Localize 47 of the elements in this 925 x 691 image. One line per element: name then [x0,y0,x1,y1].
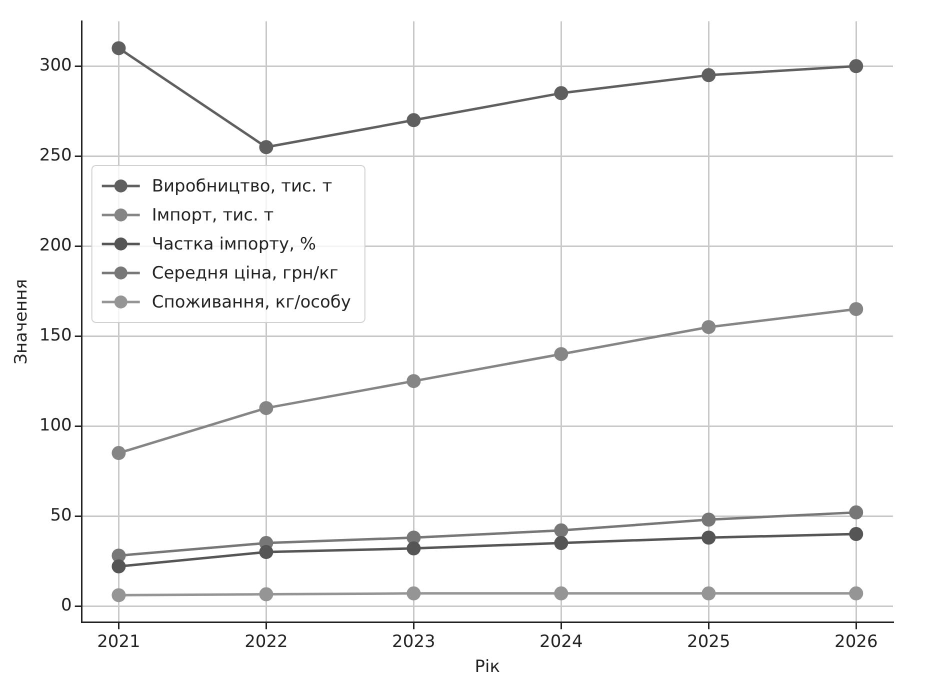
point [406,541,421,556]
point [112,588,126,602]
point [112,41,126,56]
point [406,113,421,128]
x-tick-label: 2024 [540,632,583,652]
point [554,347,568,362]
legend-label: Імпорт, тис. т [152,205,274,226]
y-tick-label: 0 [61,595,72,616]
x-tick-label: 2023 [392,632,436,652]
point [554,586,568,600]
y-tick-label: 200 [39,236,72,256]
point [112,559,126,574]
point [259,401,274,416]
point [849,59,864,74]
x-tick-label: 2025 [687,632,730,652]
y-tick-label: 100 [39,415,72,436]
y-tick-label: 250 [39,146,72,166]
point [702,530,716,545]
point [554,523,568,538]
point [259,587,274,602]
legend-label: Виробництво, тис. т [152,176,332,196]
x-tick-label: 2026 [834,632,878,652]
point [849,527,864,542]
x-tick-label: 2021 [97,632,140,652]
y-axis-title: Значення [12,279,32,364]
point [849,586,864,600]
point [406,374,421,388]
point [702,586,716,600]
point [849,505,864,520]
legend-label: Споживання, кг/особу [152,292,351,312]
point [112,446,126,460]
point [849,302,864,316]
legend-label: Середня ціна, грн/кг [152,263,338,284]
point [702,512,716,527]
legend-label: Частка імпорту, % [152,234,316,254]
point [702,68,716,82]
y-tick-label: 300 [39,56,72,76]
y-tick-label: 50 [50,505,72,526]
point [406,586,421,600]
point [702,320,716,334]
point [259,140,274,154]
point [259,545,274,560]
point [554,86,568,100]
point [554,536,568,550]
x-tick-label: 2022 [244,632,288,652]
x-axis-title: Рік [474,657,500,678]
y-tick-label: 150 [39,326,72,346]
